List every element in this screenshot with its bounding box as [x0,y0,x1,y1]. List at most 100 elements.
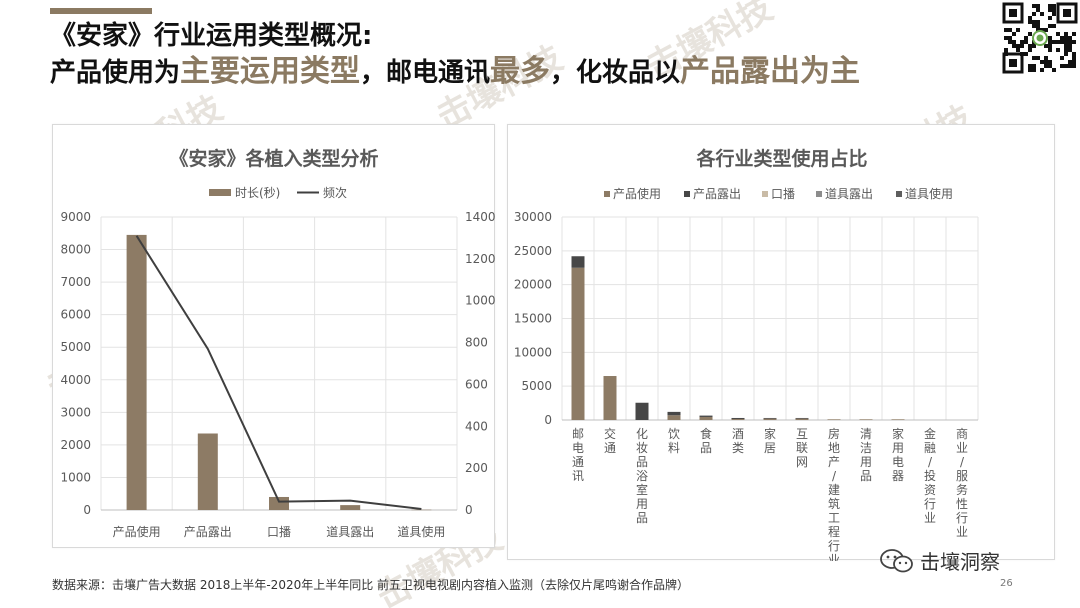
title-highlight: 产品露出为主 [680,54,861,89]
legend-label: 道具使用 [905,186,953,201]
bar-segment [699,415,713,417]
brand-name: 击壤洞察 [920,550,1000,574]
y-tick-label: 6000 [60,308,91,322]
legend-label: 时长(秒) [235,186,280,200]
y-tick-label: 25000 [514,244,552,258]
qr-code-icon [1002,2,1078,74]
y-tick-label: 15000 [514,312,552,326]
y-tick-label: 8000 [60,243,91,257]
bar [197,433,218,510]
bar-segment [731,417,745,419]
legend-label: 产品使用 [613,186,661,201]
y-tick-label: 5000 [60,340,91,354]
x-tick-label: 食品 [700,426,712,455]
y-tick-label: 4000 [60,373,91,387]
legend-label: 道具露出 [825,187,873,201]
x-tick-label: 产品露出 [184,525,232,539]
title-line-1: 《安家》行业运用类型概况: [50,21,373,51]
bar-segment [891,419,905,420]
legend-swatch [604,191,610,197]
chart-panel-industry-share: 各行业类型使用占比产品使用 产品露出 口播 道具露出 道具使用 0 5000 10000 150… [507,124,1055,561]
x-tick-label: 邮电通讯 [572,427,584,483]
chart-title: 各行业类型使用占比 [695,147,867,170]
title-part: ，邮电通讯 [360,58,491,88]
x-tick-label: 房地产/建筑工程行业 [828,426,840,561]
legend-swatch [762,191,768,197]
y-tick-label: 9000 [60,210,91,224]
bar-segment [859,419,873,420]
y2-tick-label: 400 [465,419,488,433]
data-source-note: 数据来源：击壤广告大数据 2018上半年-2020年上半年同比 前五卫视电视剧内… [52,578,690,592]
x-tick-label: 化妆品浴室用品 [636,427,648,525]
y-tick-label: 0 [544,413,552,427]
legend-label: 口播 [771,187,795,201]
x-tick-label: 交通 [604,426,616,455]
y-tick-label: 3000 [60,405,91,419]
bar-segment [699,416,713,420]
chart-panel-implant-types: 《安家》各植入类型分析 时长(秒) 频次 0 1000 2000 3000 4000 5000 6… [52,124,496,548]
bar-segment [827,419,841,420]
y2-tick-label: 200 [465,461,488,475]
x-tick-label: 道具使用 [397,524,445,539]
x-tick-label: 金融/投资行业 [924,426,936,525]
title-accent-bar [50,8,152,14]
y-tick-label: 7000 [60,275,91,289]
y-tick-label: 30000 [514,210,552,224]
bar-segment [667,415,681,420]
x-tick-label: 家用电器 [892,426,904,483]
x-tick-label: 互联网 [796,427,808,469]
y2-tick-label: 1400 [465,210,496,224]
y-tick-label: 5000 [521,379,552,393]
legend-label: 产品露出 [693,187,741,201]
title-highlight: 最多 [490,54,551,89]
bar-segment [667,411,681,416]
series-line [135,235,422,510]
bar-segment [571,267,585,420]
chart-title: 《安家》各植入类型分析 [169,147,378,170]
bar-segment [635,402,649,420]
y2-tick-label: 0 [465,503,473,517]
y-tick-label: 0 [83,503,91,517]
y2-tick-label: 800 [465,336,488,350]
bar-segment [731,418,745,420]
bar [340,505,361,510]
y-tick-label: 2000 [60,438,91,452]
bar-segment [603,376,617,420]
y-tick-label: 1000 [60,470,91,484]
legend-swatch [896,191,902,197]
x-tick-label: 饮料 [668,427,680,455]
title-part: 产品使用为 [50,58,181,88]
y2-tick-label: 600 [465,377,488,391]
bar [126,234,147,510]
y2-tick-label: 1000 [465,294,496,308]
bar [411,509,432,511]
page-number: 26 [1000,578,1013,589]
title-highlight: 主要运用类型 [180,54,361,89]
x-tick-label: 口播 [267,525,291,539]
x-tick-label: 清洁用品 [860,427,872,483]
bar-segment [571,256,585,268]
brand-mark: 击壤洞察 [880,546,1000,575]
bar-segment [763,417,777,419]
title-line-2: 产品使用为主要运用类型，邮电通讯最多，化妆品以产品露出为主 [50,54,860,91]
x-tick-label: 家居 [764,426,776,455]
y-tick-label: 20000 [514,278,552,292]
legend-swatch [684,191,690,197]
x-tick-label: 产品使用 [113,524,161,539]
legend-swatch-bar [209,189,231,196]
bar [269,496,289,510]
wechat-icon [880,548,913,572]
x-tick-label: 酒类 [732,427,744,455]
x-tick-label: 道具露出 [326,525,374,539]
bar-segment [795,418,809,420]
legend-swatch [816,191,822,197]
y-tick-label: 10000 [514,345,552,359]
legend-label: 频次 [323,186,347,200]
page-title: 《安家》行业运用类型概况: 产品使用为主要运用类型，邮电通讯最多，化妆品以产品露… [50,18,860,91]
bar-segment [795,417,809,419]
y2-tick-label: 1200 [465,252,496,266]
title-part: ，化妆品以 [550,58,681,88]
x-tick-label: 商业/服务性行业 [956,426,968,539]
